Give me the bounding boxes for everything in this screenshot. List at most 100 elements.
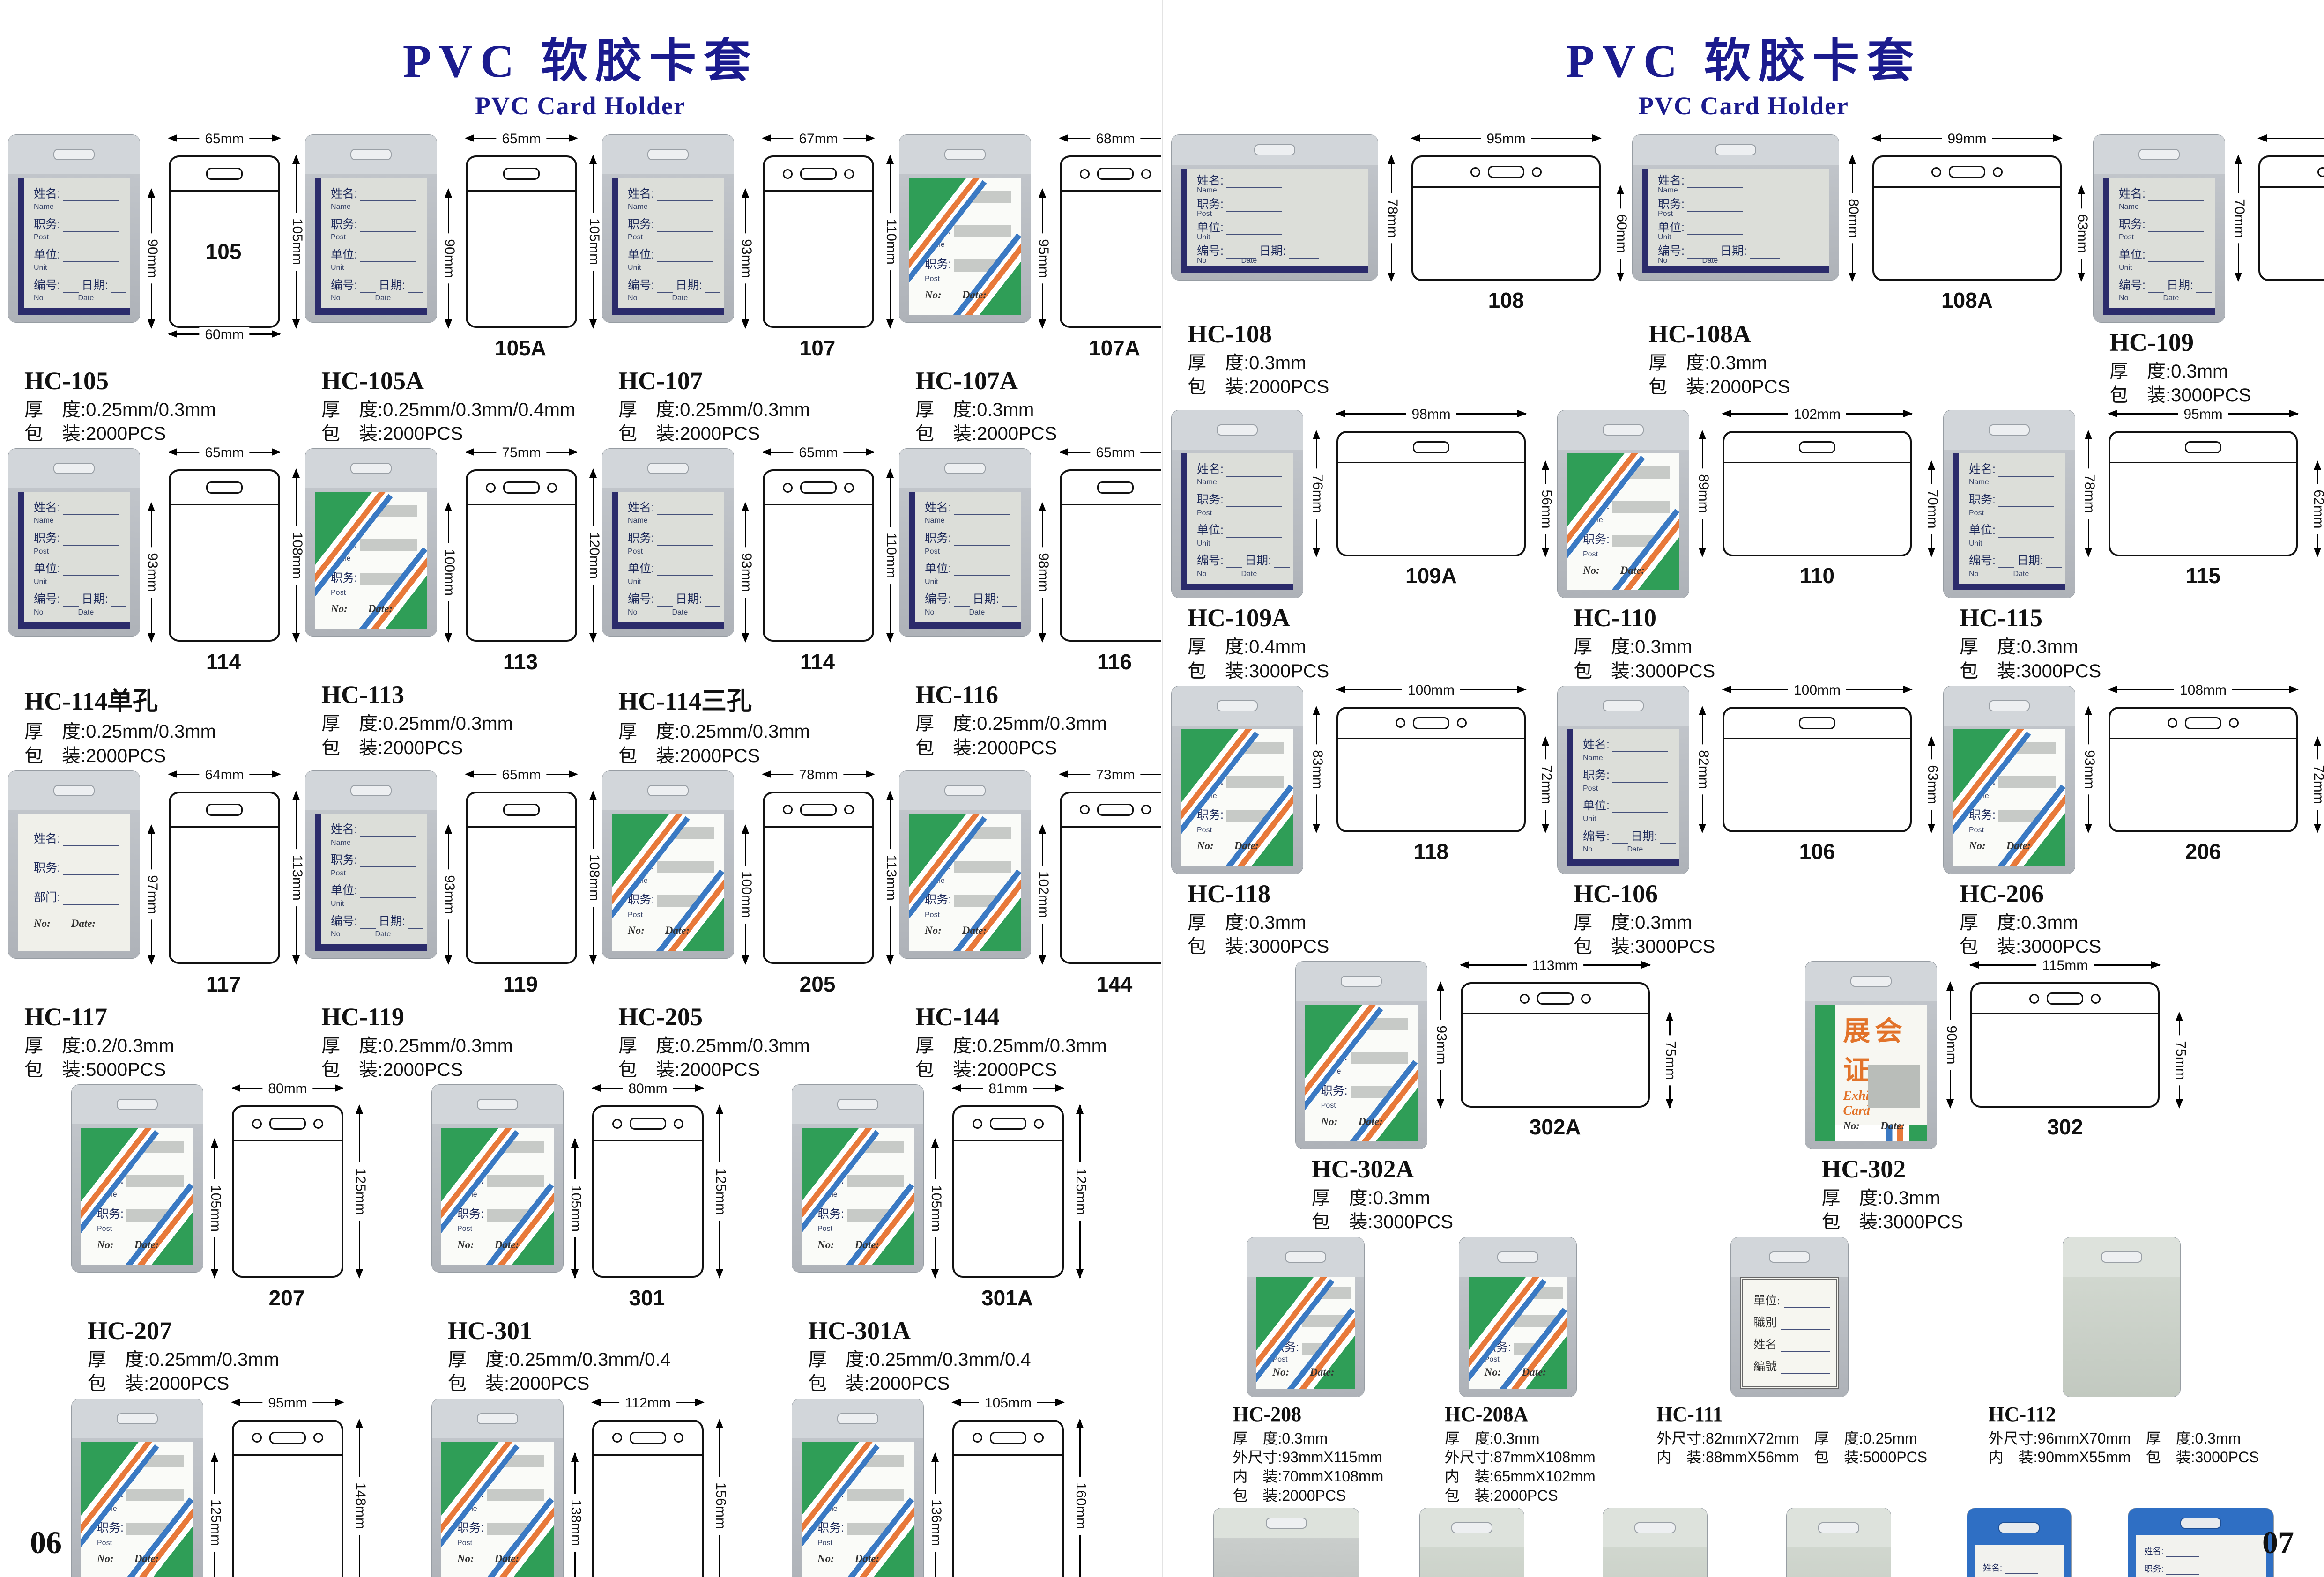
dim-width-label: 65mm [199, 445, 250, 461]
spec-line: 外尺寸:96mmX70mm 厚 度:0.3mm [1988, 1429, 2241, 1447]
product-diagram: 65mm 105mm 90mm 105A [438, 131, 602, 361]
dim-inner-label: 90mm [144, 233, 160, 284]
hole-icon [612, 1118, 622, 1129]
field-label: 单位: [97, 1139, 124, 1152]
field-label: 职务: [925, 532, 951, 545]
no-label: No: [1197, 840, 1214, 852]
product-specs: 厚 度:0.25mm/0.3mm/0.4 包 装:2000PCS [808, 1348, 1089, 1396]
field-fill [846, 1489, 904, 1501]
field-label: 职务: [97, 1521, 124, 1534]
spec-line: 包 装:2000PCS [88, 1373, 230, 1394]
field-label-en: No Date [34, 608, 126, 617]
badge-slot-icon [1217, 424, 1258, 436]
no-label: No: [457, 1238, 474, 1251]
field-label: 职务: [628, 217, 654, 231]
card-field: 职务: [1197, 490, 1290, 508]
product-photo: 姓名: Name 职务: Post 单位: Unit 编号: 日期: No Date [1172, 410, 1303, 598]
figure-number: 109A [1405, 563, 1457, 588]
card-field: 姓名: [1969, 771, 2062, 789]
product-model: HC-111 [1656, 1402, 1723, 1426]
dim-width-label: 95mm [262, 1395, 313, 1411]
field-fill [954, 191, 1011, 203]
field-label-en: Date [1241, 257, 1257, 265]
field-fill [846, 1209, 904, 1222]
card-no-date: No: Date: [97, 1239, 190, 1251]
hole-icon [2317, 167, 2324, 177]
card-no-date: No: Date: [34, 918, 126, 930]
field-label: 职务: [97, 1207, 124, 1221]
dim-width-arrow: 65mm [762, 445, 875, 461]
product-specs: 厚 度:0.25mm/0.3mm 包 装:2000PCS [24, 398, 305, 446]
product-hc-117: 姓名: 职务: 部门: No: Date: 64mm 113mm 97mm 117 HC-117 厚… [8, 767, 305, 1082]
field-label-en: Name [817, 1191, 838, 1199]
field-label: 单位: [1969, 740, 1996, 754]
product-hc-105: 姓名: Name 职务: Post 单位: Unit 编号: 日期: No Date 65mm 105… [8, 131, 305, 446]
card-field: 姓名: [1485, 1310, 1563, 1327]
card-field: 职务: [34, 529, 126, 546]
card-field: 编号: 日期: [34, 590, 126, 607]
dim-height-label: 156mm [713, 1476, 728, 1535]
dim-width-arrow: 67mm [762, 131, 875, 147]
photo-top-flap [792, 1399, 923, 1438]
diagram-outline [1060, 469, 1161, 642]
field-line [1781, 1371, 1831, 1375]
diagram-header [1462, 984, 1648, 1015]
badge-slot-icon [1285, 1251, 1327, 1263]
product-media: 姓名: Name 职务: Post 单位: Unit 编号: 日期: No Date 65mm 105… [8, 131, 305, 361]
badge-slot-icon [1340, 976, 1382, 987]
field-label-en: Unit [1272, 1299, 1286, 1307]
dim-height-arrow: 110mm [883, 468, 899, 643]
product-specs: 外尺寸:96mmX70mm 厚 度:0.3mm 内 装:90mmX55mm 包 装… [1989, 1429, 2259, 1467]
date-label: Date: [1620, 564, 1645, 576]
diagram-outline [169, 155, 280, 328]
product-media: 姓名: Name 职务: Post 单位: Unit 编号: 日期: No Date 99mm 80m… [1633, 131, 2094, 314]
field-label-en: Post [1658, 210, 1673, 218]
spec-line: 厚 度:0.3mm [1960, 912, 2079, 933]
no-label: No: [1583, 564, 1600, 576]
diagram-header [954, 1422, 1062, 1456]
photo-card: 姓名: Name 职务: Post 单位: Unit 编号: 日期: No Date [2103, 178, 2215, 315]
hole-icon [844, 169, 854, 179]
hole-icon [1034, 1118, 1044, 1129]
diagram-outline [232, 1419, 343, 1577]
product-info: HC-113 厚 度:0.25mm/0.3mm 包 装:2000PCS [321, 678, 602, 760]
date-label: Date: [71, 917, 96, 929]
dim-width-arrow: 78mm [762, 767, 875, 783]
field-line [657, 229, 713, 232]
diagram-header [1338, 433, 1524, 464]
field-label: 职务: [628, 893, 654, 907]
product-media: 单位: Unit 姓名: Name 职务: Post No: Date: 112mm 156mm 1… [432, 1395, 729, 1577]
field-label-en: Name [1583, 754, 1603, 762]
product-photo: 单位: Unit 姓名: Name 职务: Post No: Date: [899, 135, 1031, 322]
field-label-en: Unit [1197, 233, 1210, 241]
date-label: Date: [854, 1238, 880, 1251]
product-model: HC-301A [808, 1317, 911, 1345]
product-media: 姓名: 职务: 部门: No: Date: 64mm 113mm 97mm 117 [8, 767, 305, 997]
dim-inner-label: 100mm [441, 543, 457, 602]
spec-line: 厚 度:0.25mm/0.3mm [618, 1035, 810, 1056]
dim-height-label: 108mm [289, 526, 305, 585]
card-field: 姓名: [331, 820, 423, 837]
field-label: 姓名: [457, 1173, 484, 1186]
field-label: 姓名: [925, 501, 951, 514]
product-photo: 單位: 職別 姓名 編號 [1731, 1237, 1849, 1397]
figure-number: 117 [206, 971, 241, 996]
product-hc-107: 姓名: Name 职务: Post 单位: Unit 编号: 日期: No Date 67mm 110… [602, 131, 899, 446]
dim-height-arrow: 120mm [586, 468, 602, 643]
dim-width-label: 112mm [619, 1395, 676, 1411]
field-label: 职务: [1197, 808, 1224, 822]
dim-width-label: 75mm [496, 445, 547, 461]
field-label: 编号: [628, 278, 654, 292]
diagram-header [468, 471, 575, 506]
field-label-en: Date [1627, 845, 1643, 854]
spec-line: 包 装:2000PCS [448, 1373, 590, 1394]
badge-slot-icon [350, 785, 392, 796]
field-label: 姓名: [331, 823, 357, 837]
card-field: 職別 [1753, 1313, 1831, 1330]
product-media: 单位: Unit 姓名: Name 职务: Post No: Date: 80mm 125mm 10… [432, 1081, 729, 1310]
diagram-outline [1460, 982, 1650, 1108]
hole-icon [1080, 169, 1090, 179]
field-line [63, 844, 119, 846]
hole-icon [783, 169, 793, 179]
dim-inner-arrow: 93mm [738, 502, 754, 643]
